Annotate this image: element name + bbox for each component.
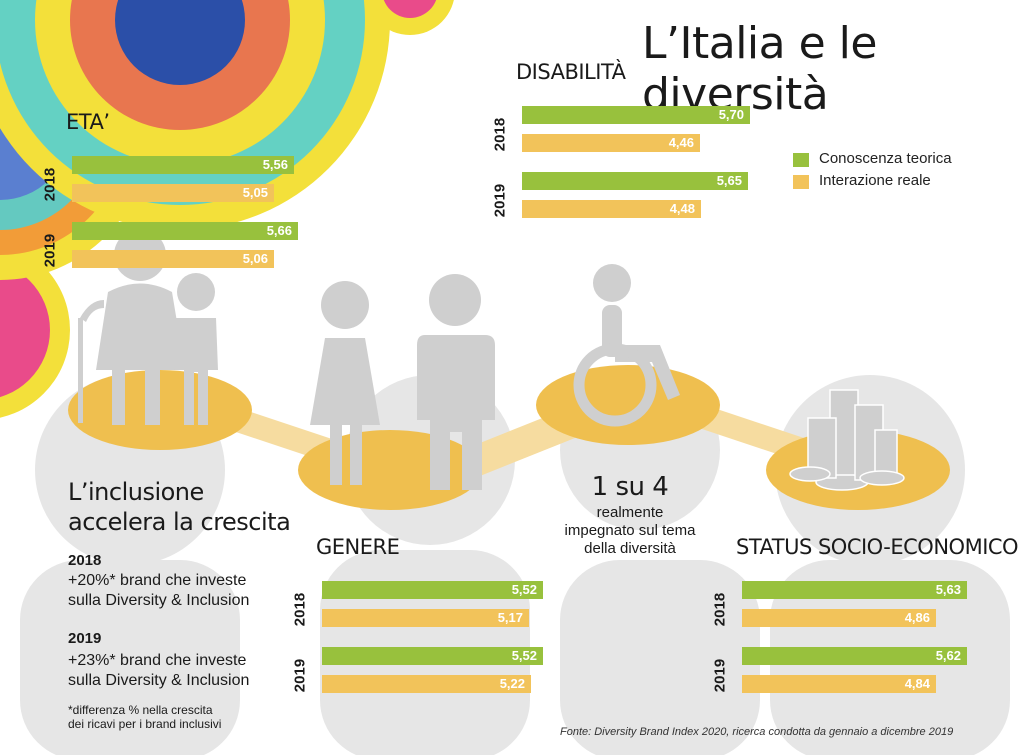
stat-line3: della diversità xyxy=(584,540,676,557)
bar-conoscenza: 5,56 xyxy=(72,156,294,174)
bar-interazione: 5,06 xyxy=(72,250,274,268)
path-connectors xyxy=(200,395,840,480)
bar-interazione: 4,48 xyxy=(522,200,701,218)
inclusion-footnote-line2: dei ricavi per i brand inclusivi xyxy=(68,717,222,731)
inclusion-2018-line2: sulla Diversity & Inclusion xyxy=(68,592,250,609)
bar-value-label: 5,22 xyxy=(499,676,525,691)
bar-value-label: 5,06 xyxy=(242,251,268,266)
bar-conoscenza: 5,62 xyxy=(742,647,967,665)
coins-stack-icon xyxy=(789,389,905,491)
bar-interazione: 5,22 xyxy=(322,675,531,693)
wheelchair-icon xyxy=(573,264,680,427)
bar-value-label: 4,86 xyxy=(904,610,930,625)
bar-interazione: 4,86 xyxy=(742,609,936,627)
bar-value-label: 5,70 xyxy=(718,107,744,122)
bar-value-label: 5,05 xyxy=(242,185,268,200)
chart-title: GENERE xyxy=(316,535,400,559)
bar-value-label: 4,46 xyxy=(668,135,694,150)
year-label: 2018 xyxy=(291,592,309,627)
year-label: 2019 xyxy=(711,658,729,693)
stat-line2: impegnato sul tema xyxy=(564,522,696,539)
inclusion-year-2018: 2018 xyxy=(68,552,102,569)
year-label: 2019 xyxy=(41,233,59,268)
bar-interazione: 5,17 xyxy=(322,609,529,627)
bar-conoscenza: 5,63 xyxy=(742,581,967,599)
chart-disabilita: DISABILITÀ 2018 5,70 4,46 2019 5,65 4,48 xyxy=(490,60,760,220)
bar-value-label: 5,52 xyxy=(511,582,537,597)
legend-label: Conoscenza teorica xyxy=(819,150,952,167)
bar-value-label: 5,62 xyxy=(935,648,961,663)
inclusion-title-line1: L’inclusione xyxy=(68,478,204,506)
bar-interazione: 4,84 xyxy=(742,675,936,693)
bar-value-label: 5,66 xyxy=(266,223,292,238)
chart-status: STATUS SOCIO-ECONOMICO 2018 5,63 4,86 2019 5,… xyxy=(710,535,1019,695)
stat-big: 1 su 4 xyxy=(591,472,669,502)
legend-swatch-green xyxy=(793,153,809,167)
chart-title: ETA’ xyxy=(66,110,110,134)
bar-value-label: 4,84 xyxy=(904,676,930,691)
bar-value-label: 5,52 xyxy=(511,648,537,663)
bar-value-label: 5,56 xyxy=(262,157,288,172)
legend-label: Interazione reale xyxy=(819,172,931,189)
chart-title: DISABILITÀ xyxy=(516,60,626,84)
chart-title: STATUS SOCIO-ECONOMICO xyxy=(736,535,1019,559)
inclusion-footnote-line1: *differenza % nella crescita xyxy=(68,703,213,717)
chart-eta: ETA’ 2018 5,56 5,05 2019 5,66 5,06 xyxy=(40,110,300,270)
gender-icon xyxy=(310,274,495,490)
bar-value-label: 4,48 xyxy=(669,201,695,216)
year-label: 2019 xyxy=(291,658,309,693)
bar-interazione: 4,46 xyxy=(522,134,700,152)
source-note: Fonte: Diversity Brand Index 2020, ricer… xyxy=(560,726,954,738)
inclusion-year-2019: 2019 xyxy=(68,630,102,647)
inclusion-2018-line1: +20%* brand che investe xyxy=(68,572,247,589)
bar-value-label: 5,63 xyxy=(935,582,961,597)
bar-interazione: 5,05 xyxy=(72,184,274,202)
inclusion-title-line2: accelera la crescita xyxy=(68,508,291,536)
legend-swatch-yellow xyxy=(793,175,809,189)
bar-value-label: 5,17 xyxy=(497,610,523,625)
bar-conoscenza: 5,52 xyxy=(322,647,543,665)
inclusion-2019-line2: sulla Diversity & Inclusion xyxy=(68,672,250,689)
bar-conoscenza: 5,65 xyxy=(522,172,748,190)
bar-conoscenza: 5,70 xyxy=(522,106,750,124)
inclusion-2019-line1: +23%* brand che investe xyxy=(68,652,247,669)
legend: Conoscenza teorica Interazione reale xyxy=(793,148,993,198)
year-label: 2018 xyxy=(491,117,509,152)
bar-conoscenza: 5,66 xyxy=(72,222,298,240)
year-label: 2018 xyxy=(711,592,729,627)
year-label: 2018 xyxy=(41,167,59,202)
chart-genere: GENERE 2018 5,52 5,17 2019 5,52 5,22 xyxy=(290,535,560,695)
bar-conoscenza: 5,52 xyxy=(322,581,543,599)
year-label: 2019 xyxy=(491,183,509,218)
bar-value-label: 5,65 xyxy=(716,173,742,188)
stat-line1: realmente xyxy=(596,504,664,521)
